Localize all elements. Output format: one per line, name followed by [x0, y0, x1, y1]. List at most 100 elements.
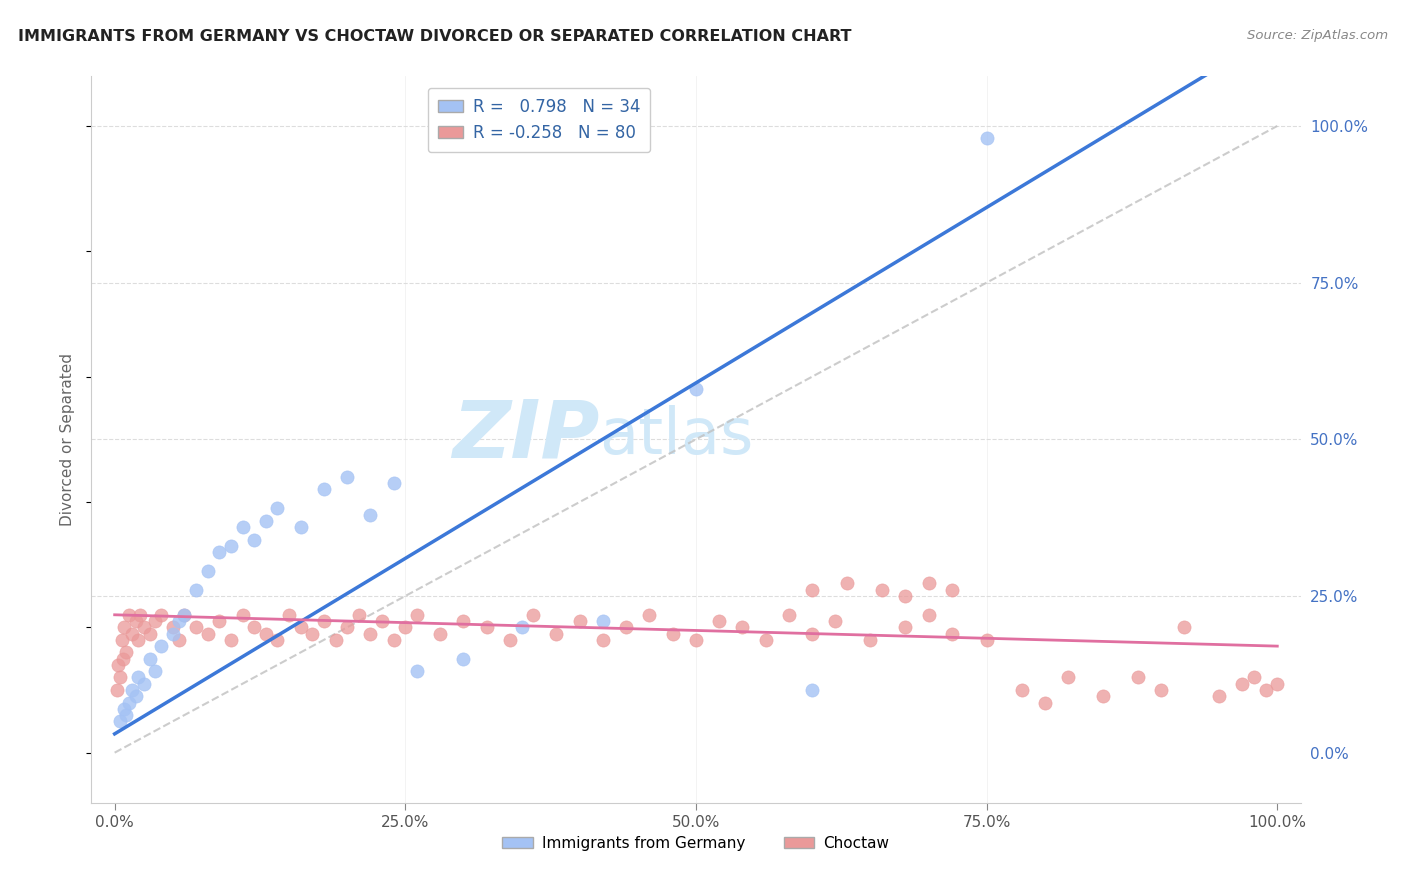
Point: [1057, 670, 1080, 684]
Point: [278, 607, 301, 622]
Point: [336, 470, 359, 484]
Point: [731, 620, 754, 634]
Point: [499, 632, 522, 647]
Point: [219, 632, 242, 647]
Point: [290, 520, 312, 534]
Point: [112, 702, 135, 716]
Point: [162, 626, 184, 640]
Point: [115, 645, 138, 659]
Point: [110, 670, 132, 684]
Point: [219, 539, 242, 553]
Point: [197, 564, 219, 578]
Point: [917, 607, 939, 622]
Point: [208, 545, 231, 559]
Point: [1033, 696, 1056, 710]
Point: [1150, 683, 1173, 698]
Point: [406, 664, 429, 678]
Text: Source: ZipAtlas.com: Source: ZipAtlas.com: [1247, 29, 1388, 43]
Point: [110, 714, 132, 729]
Text: atlas: atlas: [599, 405, 754, 467]
Text: IMMIGRANTS FROM GERMANY VS CHOCTAW DIVORCED OR SEPARATED CORRELATION CHART: IMMIGRANTS FROM GERMANY VS CHOCTAW DIVOR…: [18, 29, 852, 45]
Point: [453, 651, 475, 665]
Point: [359, 626, 381, 640]
Point: [290, 620, 312, 634]
Point: [105, 683, 128, 698]
Point: [546, 626, 568, 640]
Point: [117, 696, 139, 710]
Point: [111, 651, 134, 665]
Point: [801, 626, 824, 640]
Point: [266, 632, 288, 647]
Point: [254, 514, 277, 528]
Point: [661, 626, 683, 640]
Point: [173, 607, 195, 622]
Point: [406, 607, 429, 622]
Point: [138, 651, 160, 665]
Point: [197, 626, 219, 640]
Point: [685, 382, 707, 396]
Point: [859, 632, 882, 647]
Point: [894, 620, 917, 634]
Text: ZIP: ZIP: [451, 397, 599, 475]
Point: [1265, 677, 1288, 691]
Legend: Immigrants from Germany, Choctaw: Immigrants from Germany, Choctaw: [496, 830, 896, 857]
Point: [522, 607, 544, 622]
Point: [184, 620, 207, 634]
Point: [475, 620, 498, 634]
Point: [1208, 690, 1230, 704]
Point: [129, 607, 152, 622]
Point: [243, 620, 266, 634]
Point: [1011, 683, 1033, 698]
Point: [1254, 683, 1277, 698]
Point: [976, 632, 998, 647]
Point: [1173, 620, 1195, 634]
Point: [336, 620, 359, 634]
Point: [638, 607, 661, 622]
Point: [231, 607, 253, 622]
Point: [1126, 670, 1149, 684]
Point: [941, 626, 963, 640]
Point: [312, 483, 335, 497]
Point: [121, 683, 143, 698]
Point: [347, 607, 370, 622]
Point: [312, 614, 335, 628]
Point: [801, 683, 824, 698]
Point: [254, 626, 277, 640]
Point: [124, 690, 146, 704]
Point: [121, 626, 143, 640]
Point: [173, 607, 195, 622]
Point: [231, 520, 253, 534]
Point: [243, 533, 266, 547]
Point: [1091, 690, 1114, 704]
Point: [870, 582, 893, 597]
Point: [117, 607, 139, 622]
Point: [824, 614, 846, 628]
Point: [301, 626, 323, 640]
Point: [917, 576, 939, 591]
Point: [429, 626, 451, 640]
Point: [568, 614, 591, 628]
Point: [124, 614, 146, 628]
Point: [778, 607, 800, 622]
Point: [150, 607, 173, 622]
Point: [162, 620, 184, 634]
Point: [685, 632, 707, 647]
Point: [112, 620, 135, 634]
Point: [510, 620, 533, 634]
Point: [111, 632, 132, 647]
Point: [382, 632, 405, 647]
Y-axis label: Divorced or Separated: Divorced or Separated: [60, 353, 76, 525]
Point: [167, 614, 190, 628]
Point: [592, 632, 614, 647]
Point: [150, 639, 173, 653]
Point: [138, 626, 160, 640]
Point: [325, 632, 347, 647]
Point: [394, 620, 416, 634]
Point: [382, 476, 405, 491]
Point: [167, 632, 190, 647]
Point: [453, 614, 475, 628]
Point: [143, 664, 166, 678]
Point: [371, 614, 394, 628]
Point: [132, 620, 155, 634]
Point: [115, 708, 138, 723]
